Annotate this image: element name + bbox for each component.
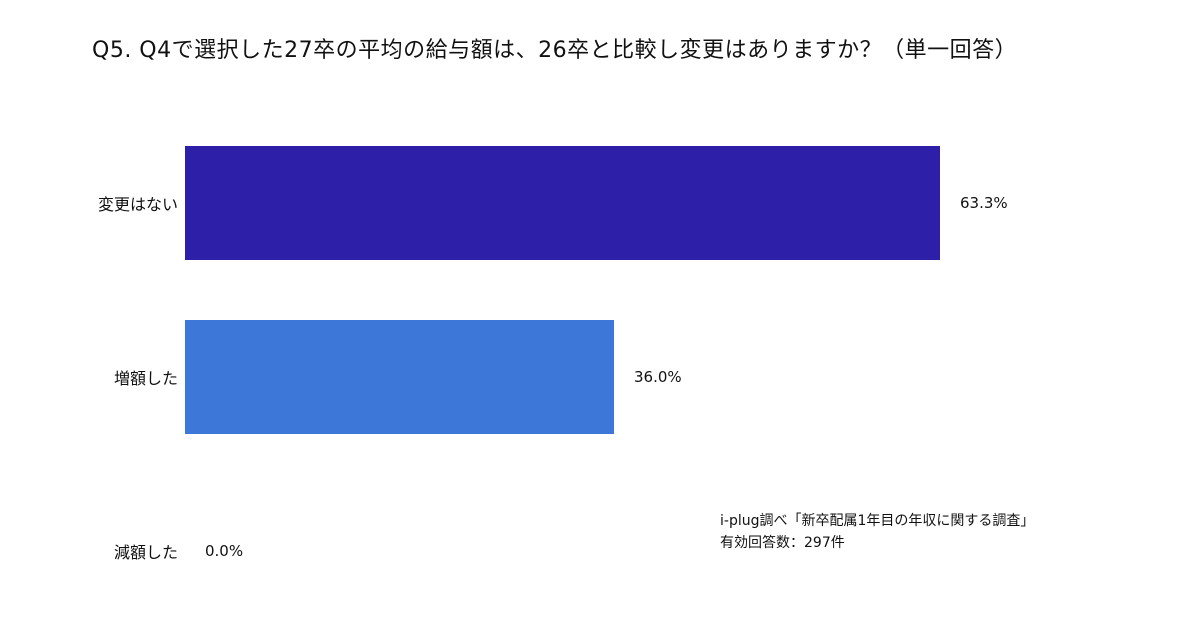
- source-note: i-plug調べ「新卒配属1年目の年収に関する調査」 有効回答数：297件: [720, 510, 1034, 554]
- value-label: 63.3%: [960, 194, 1008, 212]
- category-label: 減額した: [113, 543, 178, 562]
- bar: [185, 146, 940, 260]
- category-label: 変更はない: [97, 195, 178, 214]
- chart-row: 増額した 36.0%: [0, 320, 1200, 434]
- value-label: 36.0%: [634, 368, 682, 386]
- bar: [185, 320, 614, 434]
- chart-row: 減額した 0.0%: [0, 494, 1200, 608]
- source-line-2: 有効回答数：297件: [720, 535, 845, 551]
- category-label: 増額した: [113, 369, 178, 388]
- chart-row: 変更はない 63.3%: [0, 146, 1200, 260]
- value-label: 0.0%: [205, 542, 244, 560]
- chart-title: Q5. Q4で選択した27卒の平均の給与額は、26卒と比較し変更はありますか？（…: [92, 38, 1018, 63]
- source-line-1: i-plug調べ「新卒配属1年目の年収に関する調査」: [720, 513, 1035, 529]
